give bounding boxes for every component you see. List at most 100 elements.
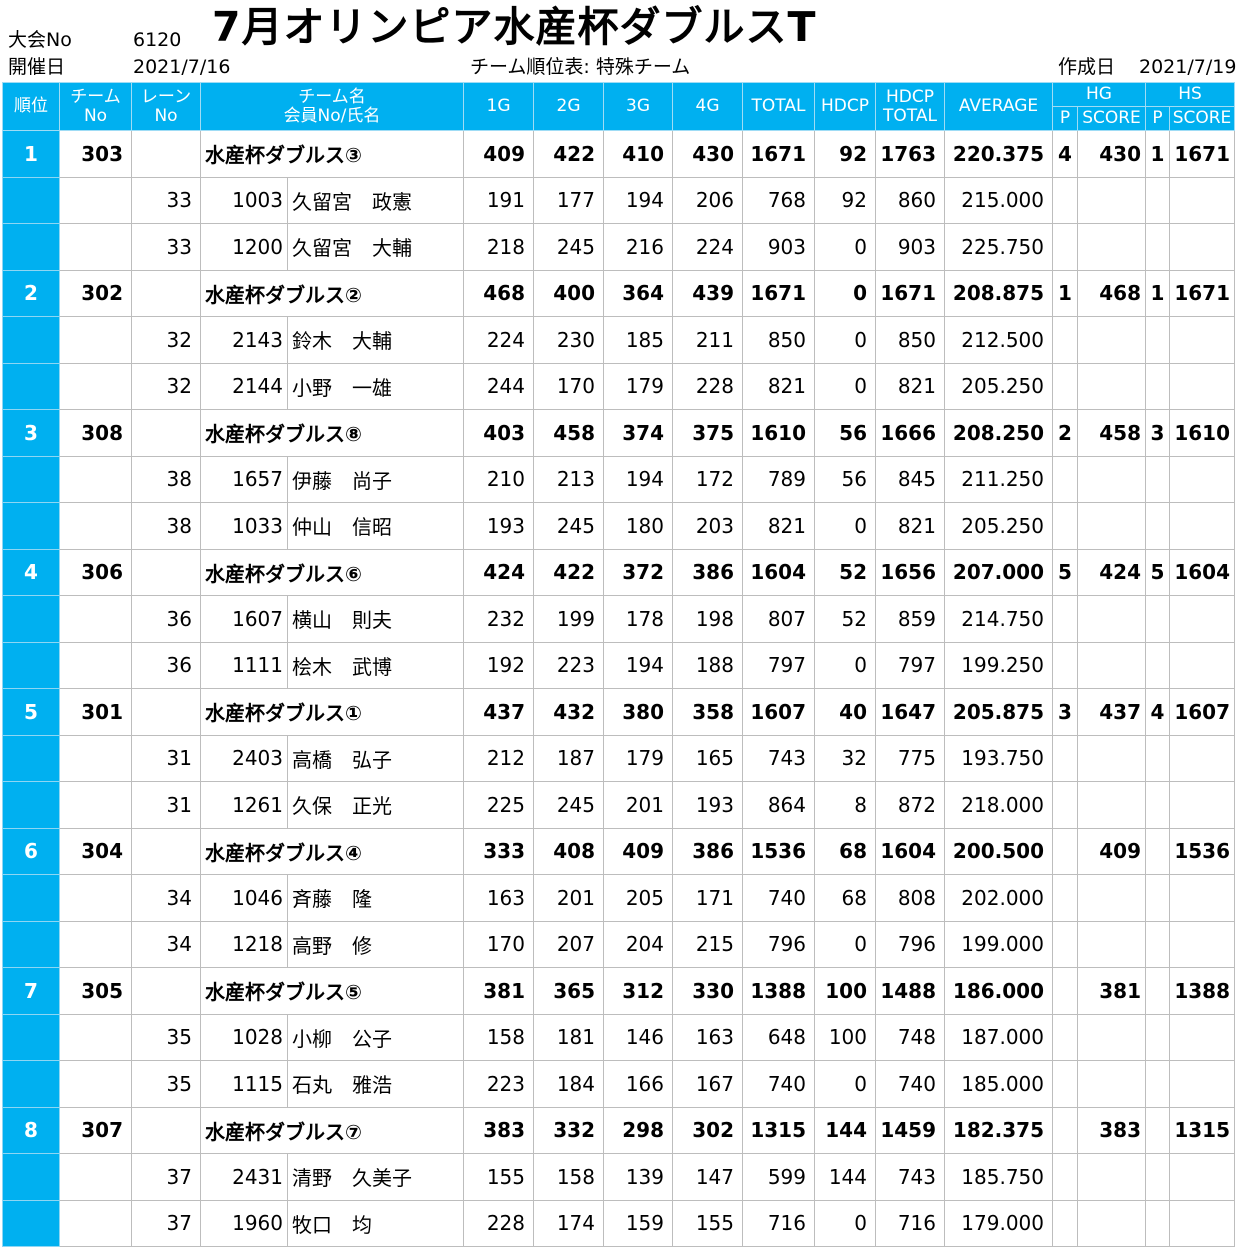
hg-p-cell	[1052, 1153, 1078, 1201]
lane-cell: 33	[131, 223, 201, 271]
hs-p-cell: 5	[1145, 548, 1170, 596]
rank-cell	[2, 455, 60, 503]
hdcp-total-cell: 821	[875, 502, 945, 550]
g4-cell: 172	[672, 455, 743, 503]
hs-score-cell	[1169, 223, 1235, 271]
team-row: 7 305 水産杯ダブルス⑤ 381 365 312 330 1388 100 1488 186.0…	[2, 967, 1235, 1015]
hdcp-total-cell: 743	[875, 1153, 945, 1201]
g2-cell: 408	[533, 827, 604, 875]
g4-cell: 375	[672, 409, 743, 457]
hg-score-cell	[1077, 874, 1146, 922]
hdcp-total-cell: 821	[875, 362, 945, 410]
g1-cell: 468	[463, 269, 534, 317]
g2-cell: 422	[533, 548, 604, 596]
rank-cell	[2, 223, 60, 271]
hdcp-total-cell: 1666	[875, 409, 945, 457]
hs-score-cell: 1315	[1169, 1106, 1235, 1154]
hdcp-total-cell: 1656	[875, 548, 945, 596]
team-name-cell: 水産杯ダブルス⑥	[200, 548, 464, 596]
hs-score-cell	[1169, 734, 1235, 782]
average-cell: 208.250	[944, 409, 1053, 457]
member-name-cell: 横山 則夫	[287, 595, 464, 643]
g3-cell: 139	[603, 1153, 673, 1201]
average-cell: 214.750	[944, 595, 1053, 643]
hdcp-cell: 100	[814, 1013, 876, 1061]
g2-cell: 207	[533, 920, 604, 968]
hs-p-cell	[1145, 781, 1170, 829]
member-name-cell: 小野 一雄	[287, 362, 464, 410]
g3-cell: 166	[603, 1060, 673, 1108]
team-name-cell: 水産杯ダブルス⑦	[200, 1106, 464, 1154]
hs-p-cell	[1145, 827, 1170, 875]
hdcp-cell: 144	[814, 1106, 876, 1154]
rank-cell	[2, 874, 60, 922]
team-no-cell	[59, 595, 132, 643]
g4-cell: 430	[672, 130, 743, 178]
hg-p-cell	[1052, 734, 1078, 782]
rank-cell	[2, 781, 60, 829]
hg-score-cell: 383	[1077, 1106, 1146, 1154]
member-name-cell: 斉藤 隆	[287, 874, 464, 922]
member-no-cell: 1200	[200, 223, 288, 271]
g3-cell: 312	[603, 967, 673, 1015]
hs-p-cell	[1145, 967, 1170, 1015]
hdcp-cell: 32	[814, 734, 876, 782]
rank-cell	[2, 641, 60, 689]
team-no-cell	[59, 1060, 132, 1108]
g2-cell: 223	[533, 641, 604, 689]
g2-cell: 213	[533, 455, 604, 503]
hg-score-cell	[1077, 455, 1146, 503]
col-4g: 4G	[672, 82, 743, 131]
total-cell: 768	[742, 176, 815, 224]
hdcp-total-cell: 845	[875, 455, 945, 503]
team-row: 1 303 水産杯ダブルス③ 409 422 410 430 1671 92 1763 220.37…	[2, 130, 1235, 178]
total-cell: 1536	[742, 827, 815, 875]
hdcp-cell: 68	[814, 874, 876, 922]
col-2g: 2G	[533, 82, 604, 131]
g2-cell: 432	[533, 688, 604, 736]
hs-score-cell: 1536	[1169, 827, 1235, 875]
g3-cell: 185	[603, 316, 673, 364]
hdcp-cell: 100	[814, 967, 876, 1015]
g1-cell: 155	[463, 1153, 534, 1201]
hs-p-cell	[1145, 502, 1170, 550]
member-name-cell: 仲山 信昭	[287, 502, 464, 550]
hg-p-cell	[1052, 874, 1078, 922]
team-no-cell: 305	[59, 967, 132, 1015]
hs-score-cell	[1169, 502, 1235, 550]
g3-cell: 194	[603, 641, 673, 689]
hdcp-cell: 144	[814, 1153, 876, 1201]
member-row: 35 1115 石丸 雅浩 223 184 166 167 740 0 740 185.000	[2, 1060, 1235, 1108]
total-cell: 807	[742, 595, 815, 643]
g4-cell: 203	[672, 502, 743, 550]
hg-p-cell	[1052, 316, 1078, 364]
average-cell: 185.750	[944, 1153, 1053, 1201]
hg-p-cell	[1052, 827, 1078, 875]
team-no-cell: 306	[59, 548, 132, 596]
g4-cell: 198	[672, 595, 743, 643]
g1-cell: 158	[463, 1013, 534, 1061]
hdcp-total-cell: 796	[875, 920, 945, 968]
total-cell: 1671	[742, 269, 815, 317]
g4-cell: 155	[672, 1199, 743, 1247]
member-no-cell: 2143	[200, 316, 288, 364]
team-no-cell: 307	[59, 1106, 132, 1154]
total-cell: 1610	[742, 409, 815, 457]
date-label: 開催日	[8, 56, 66, 78]
team-row: 8 307 水産杯ダブルス⑦ 383 332 298 302 1315 144 1459 182.3…	[2, 1106, 1235, 1154]
hg-score-cell	[1077, 1013, 1146, 1061]
average-cell: 182.375	[944, 1106, 1053, 1154]
hg-p-cell	[1052, 1013, 1078, 1061]
member-no-cell: 1657	[200, 455, 288, 503]
rank-cell	[2, 595, 60, 643]
g4-cell: 215	[672, 920, 743, 968]
team-no-cell	[59, 455, 132, 503]
hg-score-cell: 424	[1077, 548, 1146, 596]
hg-p-cell: 5	[1052, 548, 1078, 596]
team-row: 6 304 水産杯ダブルス④ 333 408 409 386 1536 68 1604 200.50…	[2, 827, 1235, 875]
col-1g: 1G	[463, 82, 534, 131]
hg-p-cell	[1052, 502, 1078, 550]
g3-cell: 374	[603, 409, 673, 457]
hdcp-cell: 0	[814, 920, 876, 968]
hs-p-cell	[1145, 1013, 1170, 1061]
